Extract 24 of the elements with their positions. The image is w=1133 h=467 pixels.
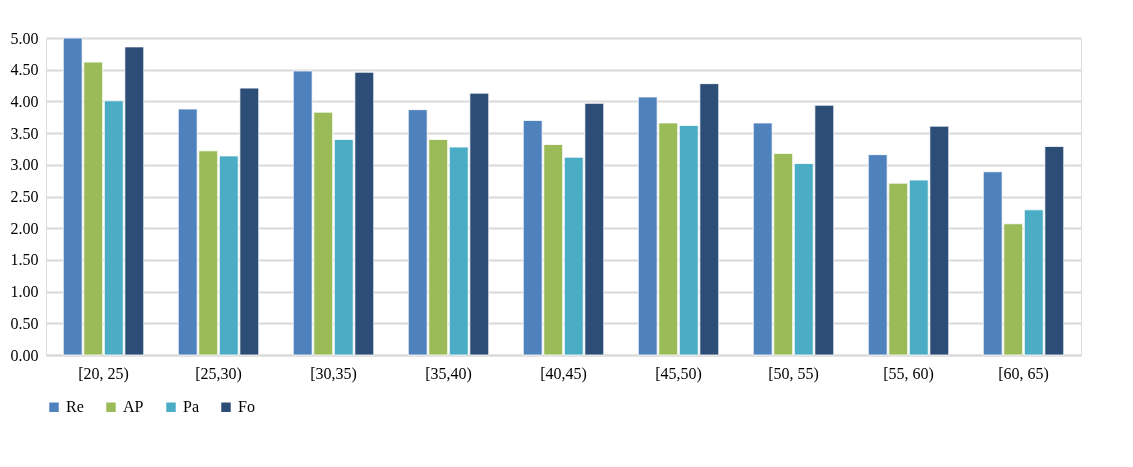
y-tick-label: 4.00 [10, 92, 39, 110]
y-tick-label: 2.00 [10, 219, 39, 237]
y-tick-label: 0.00 [10, 346, 39, 364]
x-tick-label: [55, 60) [883, 364, 934, 383]
y-tick-label: 1.50 [10, 251, 39, 269]
x-tick-label: [45,50) [655, 364, 702, 383]
x-tick-label: [50, 55) [768, 364, 819, 383]
y-tick-label: 5.00 [10, 29, 39, 47]
x-tick-label: [60, 65) [998, 364, 1049, 383]
x-tick-label: [35,40) [425, 364, 472, 383]
x-tick-label: [20, 25) [78, 364, 129, 383]
y-tick-label: 0.50 [10, 314, 39, 332]
legend-label: Pa [183, 398, 199, 416]
legend-label: AP [123, 398, 144, 416]
y-tick-label: 3.00 [10, 156, 39, 174]
y-tick-label: 3.50 [10, 124, 39, 142]
y-tick-label: 4.50 [10, 61, 39, 79]
x-tick-label: [30,35) [310, 364, 357, 383]
x-tick-label: [25,30) [195, 364, 242, 383]
legend-label: Fo [238, 398, 255, 416]
legend-label: Re [66, 398, 84, 416]
y-tick-label: 1.00 [10, 283, 39, 301]
y-tick-label: 2.50 [10, 188, 39, 205]
x-tick-label: [40,45) [540, 364, 587, 383]
